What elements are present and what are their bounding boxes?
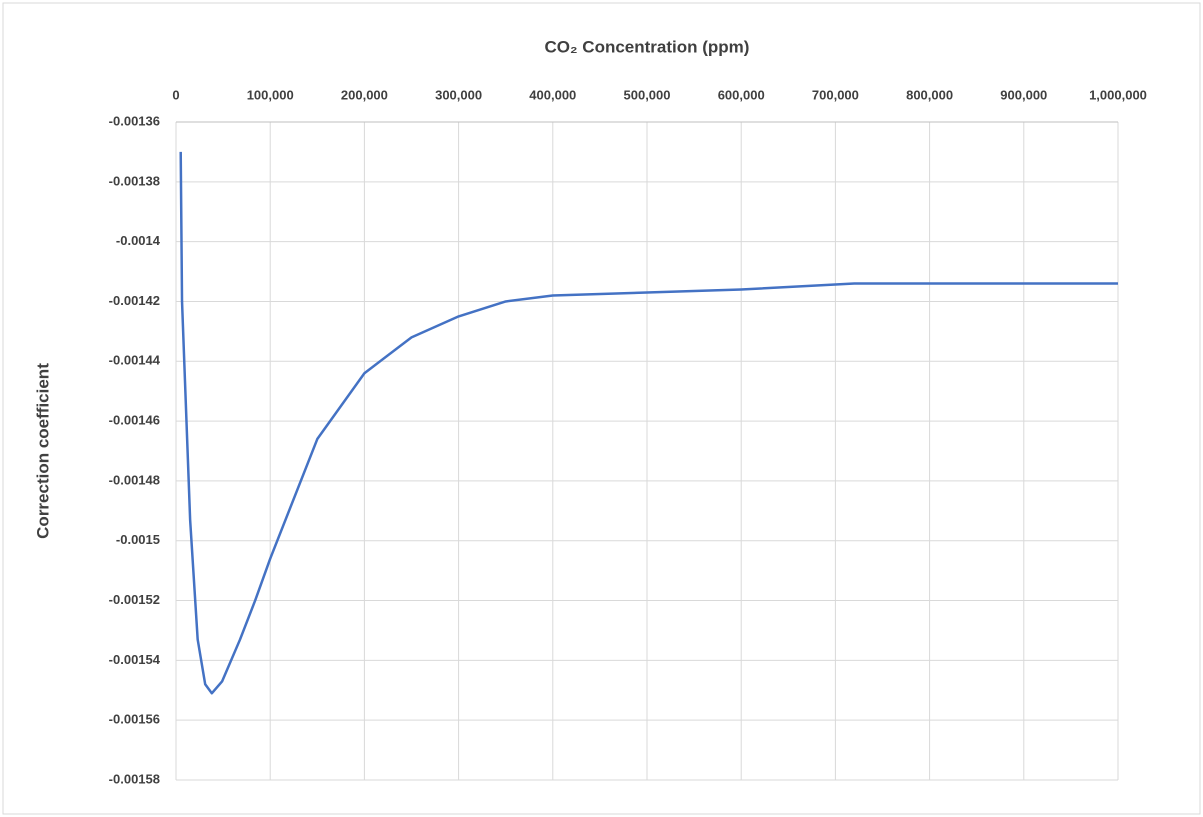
x-tick-label: 100,000	[247, 87, 294, 102]
y-tick-label: -0.0014	[116, 233, 161, 248]
x-tick-label: 0	[172, 87, 179, 102]
y-tick-label: -0.00156	[109, 712, 160, 727]
y-tick-label: -0.00138	[109, 173, 160, 188]
x-tick-label: 200,000	[341, 87, 388, 102]
y-tick-label: -0.0015	[116, 532, 160, 547]
y-tick-label: -0.00158	[109, 771, 160, 786]
x-tick-label: 1,000,000	[1089, 87, 1147, 102]
y-tick-label: -0.00142	[109, 293, 160, 308]
data-line	[179, 151, 1118, 695]
y-tick-label: -0.00152	[109, 592, 160, 607]
y-tick-label: -0.00136	[109, 113, 160, 128]
x-tick-label: 700,000	[812, 87, 859, 102]
x-tick-label: 800,000	[906, 87, 953, 102]
chart-title: CO₂ Concentration (ppm)	[545, 37, 750, 56]
x-tick-label: 900,000	[1000, 87, 1047, 102]
y-tick-label: -0.00148	[109, 472, 160, 487]
x-tick-label: 600,000	[718, 87, 765, 102]
x-tick-label: 400,000	[529, 87, 576, 102]
y-tick-label: -0.00154	[109, 652, 161, 667]
y-axis-label: Correction coefficient	[33, 363, 52, 539]
x-tick-label: 500,000	[624, 87, 671, 102]
y-tick-label: -0.00146	[109, 413, 160, 428]
x-tick-label: 300,000	[435, 87, 482, 102]
y-tick-label: -0.00144	[109, 353, 161, 368]
